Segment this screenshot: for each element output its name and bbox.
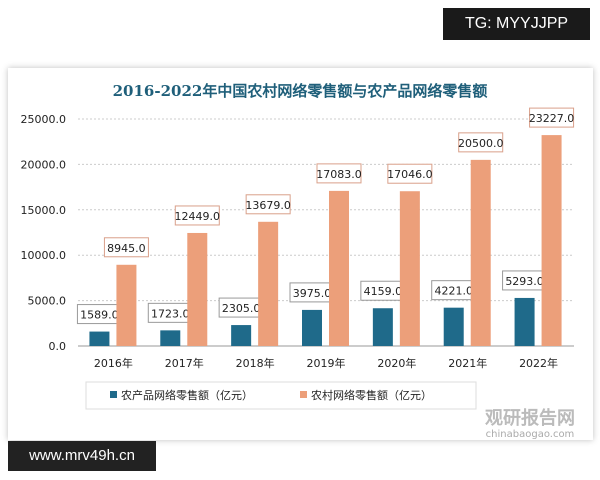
data-label: 4221.0 <box>434 285 473 298</box>
data-label-box <box>245 194 291 215</box>
data-label-box <box>174 205 220 226</box>
bar-agri <box>89 331 110 346</box>
bar-rural <box>258 221 279 346</box>
y-tick-label: 5000.0 <box>28 295 67 308</box>
x-tick-label: 2020年 <box>377 356 416 370</box>
data-label: 13679.0 <box>245 199 291 212</box>
bar-agri <box>372 308 393 346</box>
data-label: 12449.0 <box>175 210 221 223</box>
data-label: 4159.0 <box>364 285 403 298</box>
x-tick-label: 2019年 <box>307 356 346 370</box>
data-label-box <box>103 237 149 258</box>
legend-swatch <box>300 391 307 398</box>
x-tick-label: 2018年 <box>236 356 275 370</box>
x-tick-label: 2022年 <box>519 356 558 370</box>
x-tick-label: 2016年 <box>94 356 133 370</box>
bar-rural <box>541 135 562 346</box>
bar-agri <box>514 297 535 346</box>
bar-rural <box>116 264 137 346</box>
chart-title: 2016-2022年中国农村网络零售额与农产品网络零售额 <box>113 82 488 100</box>
tg-label: TG: MYYJJPP <box>443 8 590 40</box>
x-tick-label: 2021年 <box>448 356 487 370</box>
data-label: 2305.0 <box>222 302 261 315</box>
data-label: 1723.0 <box>151 307 190 320</box>
data-label: 5293.0 <box>505 275 544 288</box>
legend-box <box>85 381 477 410</box>
bar-agri <box>443 307 464 346</box>
y-tick-label: 20000.0 <box>21 158 67 171</box>
data-label-box <box>529 107 575 128</box>
legend-label: 农产品网络零售额（亿元） <box>121 388 253 402</box>
legend-swatch <box>110 391 117 398</box>
y-tick-label: 25000.0 <box>21 113 67 126</box>
y-tick-label: 10000.0 <box>21 249 67 262</box>
data-label-box <box>316 163 362 184</box>
y-tick-label: 0.0 <box>49 340 67 353</box>
bar-agri <box>302 309 322 346</box>
data-label-box <box>387 163 433 184</box>
bar-rural <box>470 159 491 346</box>
bar-rural <box>329 190 349 346</box>
bar-agri <box>231 325 252 346</box>
data-label: 8945.0 <box>107 242 146 255</box>
data-label: 17083.0 <box>316 168 362 181</box>
data-label: 1589.0 <box>80 309 119 322</box>
bar-agri <box>160 330 181 346</box>
bar-rural <box>187 232 208 346</box>
data-label-box <box>458 132 504 153</box>
data-label: 23227.0 <box>529 112 575 125</box>
site-label: www.mrv49h.cn <box>8 441 156 471</box>
data-label: 3975.0 <box>293 287 332 300</box>
watermark-url: chinabaogao.com <box>486 429 575 440</box>
x-tick-label: 2017年 <box>165 356 204 370</box>
watermark-logo: 观研报告网 <box>485 407 575 429</box>
legend-label: 农村网络零售额（亿元） <box>311 388 432 402</box>
y-tick-label: 15000.0 <box>21 204 67 217</box>
data-label: 20500.0 <box>458 137 504 150</box>
data-label: 17046.0 <box>387 168 433 181</box>
bar-rural <box>399 191 420 346</box>
